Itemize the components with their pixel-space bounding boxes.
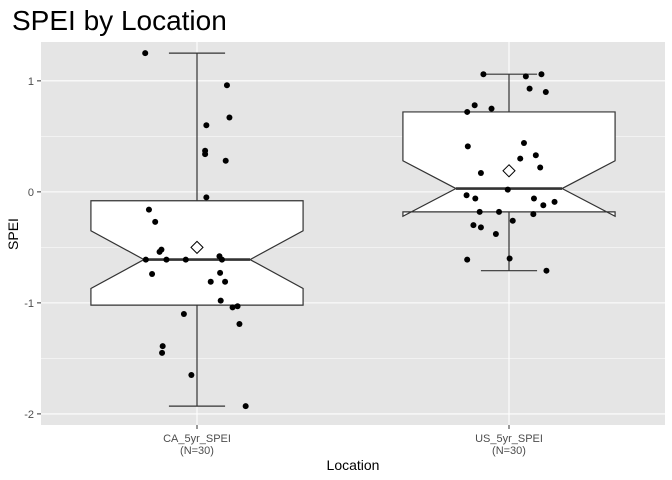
data-point (509, 217, 516, 224)
data-point (182, 256, 189, 263)
data-point (476, 208, 483, 215)
data-point (236, 320, 243, 327)
data-point (222, 278, 229, 285)
x-tick-count-label: (N=30) (180, 445, 214, 457)
data-point (202, 151, 209, 158)
y-tick-label: 1 (28, 76, 34, 88)
data-point (217, 297, 224, 304)
data-point (532, 152, 539, 159)
data-point (222, 157, 229, 164)
x-axis-title: Location (327, 457, 380, 473)
data-point (537, 164, 544, 171)
x-tick-label: US_5yr_SPEI (475, 433, 543, 445)
y-tick-label: -1 (24, 298, 34, 310)
data-point (180, 310, 187, 317)
data-point (464, 108, 471, 115)
data-point (464, 256, 471, 263)
y-axis-title: SPEI (5, 218, 21, 250)
data-point (203, 194, 210, 201)
data-point (149, 271, 156, 278)
data-point (464, 143, 471, 150)
mean-marker (502, 164, 516, 178)
data-point (520, 140, 527, 147)
data-point (242, 403, 249, 410)
data-point (543, 267, 550, 274)
chart-title: SPEI by Location (12, 5, 227, 36)
data-point (522, 73, 529, 80)
data-point (530, 195, 537, 202)
data-point (159, 343, 166, 350)
point-layer (142, 50, 558, 410)
data-point (488, 105, 495, 112)
data-point (526, 85, 533, 92)
data-point (158, 246, 165, 253)
data-point (142, 50, 149, 57)
x-axis: CA_5yr_SPEI(N=30)US_5yr_SPEI(N=30) (163, 425, 543, 457)
data-point (506, 255, 513, 262)
data-point (207, 278, 214, 285)
data-point (540, 202, 547, 209)
data-point (163, 256, 170, 263)
data-point (530, 211, 537, 218)
data-point (542, 88, 549, 95)
data-point (504, 186, 511, 193)
data-point (159, 349, 166, 356)
data-point (517, 155, 524, 162)
data-point (551, 198, 558, 205)
data-point (142, 256, 149, 263)
mean-marker (190, 240, 204, 255)
data-point (538, 71, 545, 78)
x-tick-label: CA_5yr_SPEI (163, 433, 231, 445)
data-point (223, 82, 230, 89)
data-point (477, 224, 484, 231)
data-point (471, 102, 478, 109)
data-point (480, 71, 487, 78)
data-point (234, 303, 241, 310)
data-point (145, 206, 152, 213)
data-point (229, 304, 236, 311)
data-point (496, 208, 503, 215)
data-point (188, 372, 195, 379)
x-tick-count-label: (N=30) (492, 445, 526, 457)
data-point (217, 269, 224, 276)
data-point (463, 192, 470, 199)
y-tick-label: 0 (28, 187, 34, 199)
data-point (472, 195, 479, 202)
data-point (152, 218, 159, 225)
data-point (203, 122, 210, 129)
data-point (218, 256, 225, 263)
y-tick-label: -2 (24, 409, 34, 421)
data-point (492, 231, 499, 238)
data-point (226, 114, 233, 121)
data-point (470, 222, 477, 229)
y-axis: -2 -1 0 1 (24, 76, 41, 421)
data-point (477, 169, 484, 176)
